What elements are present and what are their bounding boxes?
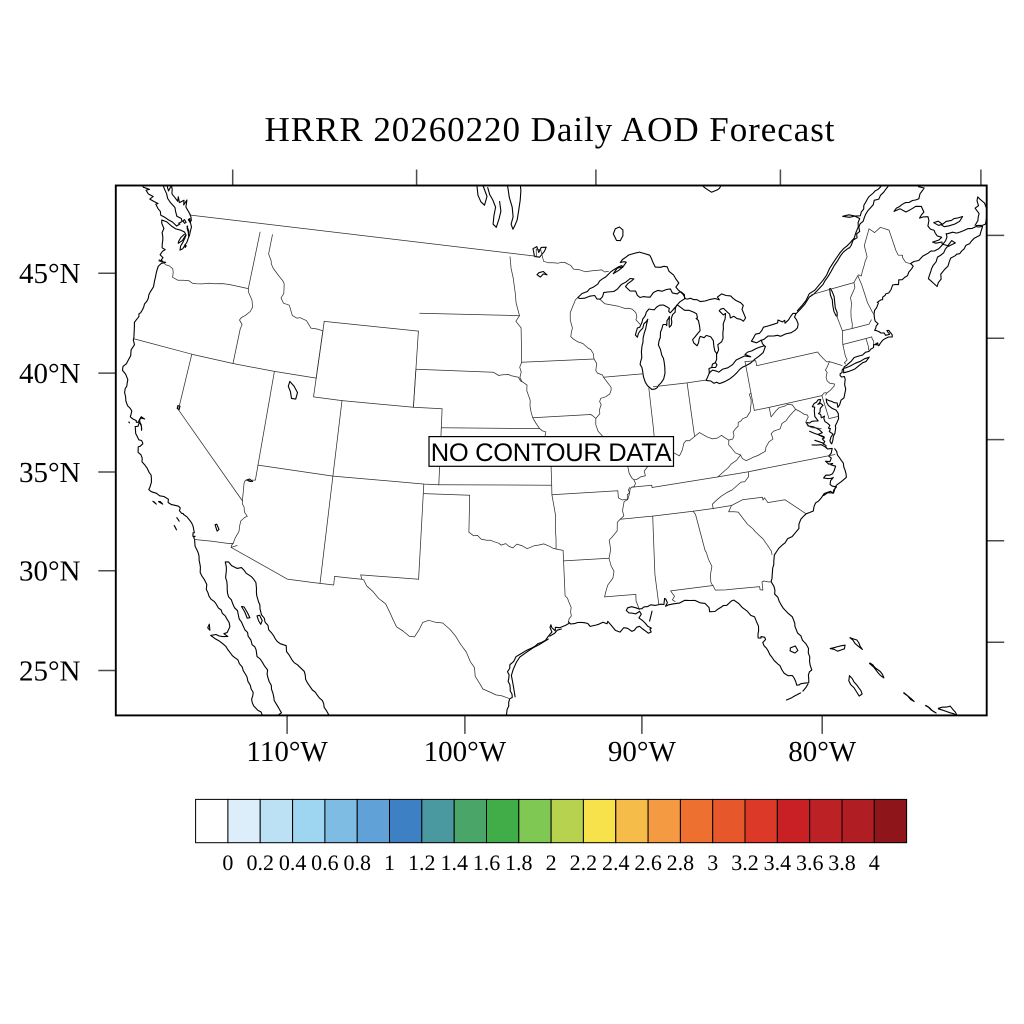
svg-text:0.2: 0.2 (246, 850, 274, 875)
svg-text:1.4: 1.4 (440, 850, 468, 875)
svg-text:3.6: 3.6 (796, 850, 824, 875)
svg-text:2.4: 2.4 (602, 850, 630, 875)
svg-text:0: 0 (222, 850, 233, 875)
svg-text:100°W: 100°W (424, 736, 507, 768)
svg-text:4: 4 (869, 850, 880, 875)
svg-text:HRRR 20260220 Daily AOD Foreca: HRRR 20260220 Daily AOD Forecast (265, 110, 836, 149)
svg-text:1.6: 1.6 (473, 850, 501, 875)
svg-text:35°N: 35°N (19, 457, 81, 489)
svg-text:3.8: 3.8 (828, 850, 856, 875)
svg-text:1.2: 1.2 (408, 850, 436, 875)
svg-text:45°N: 45°N (19, 258, 81, 290)
svg-text:3: 3 (707, 850, 718, 875)
svg-text:110°W: 110°W (246, 736, 328, 768)
svg-text:1: 1 (384, 850, 395, 875)
svg-text:40°N: 40°N (19, 358, 81, 390)
svg-text:2.2: 2.2 (570, 850, 598, 875)
svg-text:0.8: 0.8 (343, 850, 371, 875)
svg-text:1.8: 1.8 (505, 850, 533, 875)
svg-text:90°W: 90°W (608, 736, 677, 768)
svg-text:3.4: 3.4 (764, 850, 792, 875)
svg-text:2: 2 (546, 850, 557, 875)
svg-text:2.6: 2.6 (634, 850, 662, 875)
svg-text:NO CONTOUR DATA: NO CONTOUR DATA (431, 439, 672, 467)
svg-text:0.4: 0.4 (279, 850, 307, 875)
svg-text:2.8: 2.8 (667, 850, 695, 875)
svg-text:3.2: 3.2 (731, 850, 759, 875)
svg-text:30°N: 30°N (19, 556, 81, 588)
svg-text:80°W: 80°W (788, 736, 857, 768)
svg-text:25°N: 25°N (19, 655, 81, 687)
svg-text:0.6: 0.6 (311, 850, 339, 875)
